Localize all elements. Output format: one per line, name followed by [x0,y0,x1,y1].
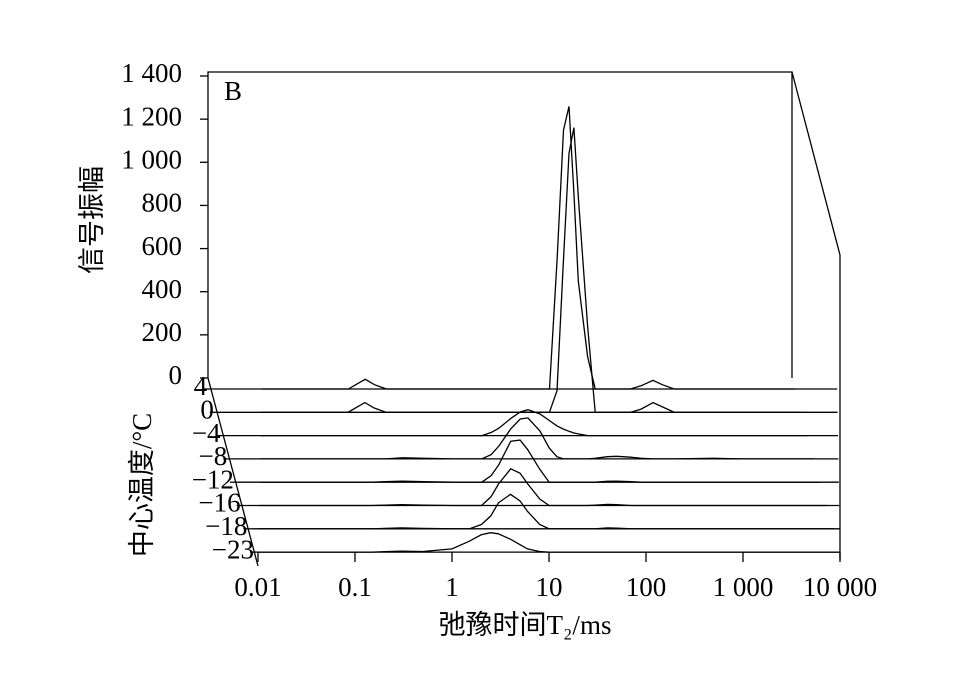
series-line [259,467,840,507]
y-tick-label: 1 000 [121,144,182,174]
series-line [259,439,839,483]
series-line [261,127,838,413]
y-tick-label: 1 200 [121,101,182,131]
x-tick-label: 1 000 [713,572,774,602]
series-line [258,493,840,530]
x-axis-label: 弛豫时间T₂/ms [439,610,612,640]
depth-tick-label: −18 [205,511,247,541]
series-line [261,106,838,390]
depth-tick-label: −8 [199,441,228,471]
x-tick-label: 1 [445,572,459,602]
series-line [260,409,838,437]
depth-tick-label: −12 [192,464,234,494]
depth-axis-label: 中心温度/°C [127,413,157,557]
x-tick-label: 0.1 [338,572,372,602]
y-tick-label: 1 400 [121,58,182,88]
y-tick-label: 600 [142,231,183,261]
y-tick-label: 800 [142,188,183,218]
depth-tick-label: −16 [198,488,240,518]
y-tick-label: 0 [169,360,183,390]
depth-tick-label: −23 [212,534,254,564]
series-line [260,417,839,460]
annotation: B [224,76,242,106]
series-line [258,532,840,553]
depth-tick-label: 0 [200,395,214,425]
depth-tick-label: −4 [192,418,221,448]
x-tick-label: 10 000 [803,572,877,602]
y-axis-label: 信号振幅 [77,166,107,274]
y-tick-label: 400 [142,274,183,304]
depth-tick-label: 4 [194,371,208,401]
x-tick-label: 100 [626,572,667,602]
y-tick-label: 200 [142,317,183,347]
x-tick-label: 0.01 [234,572,281,602]
frame [207,71,841,567]
x-tick-label: 10 [536,572,563,602]
